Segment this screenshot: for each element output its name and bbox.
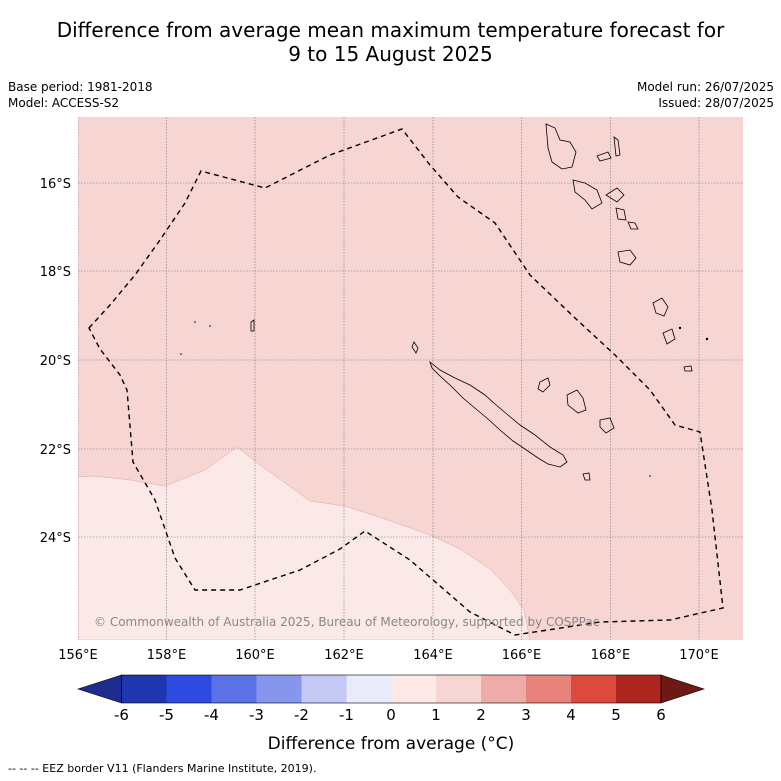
lon-label-170: 170°E (679, 648, 719, 663)
eez-legend: -- -- -- EEZ border V11 (Flanders Marine… (8, 762, 317, 775)
colorbar (77, 674, 705, 704)
colorbar-tick: -6 (114, 706, 129, 724)
model-run: Model run: 26/07/2025 (636, 80, 774, 94)
base-period: Base period: 1981-2018 (8, 80, 153, 94)
colorbar-bin (526, 675, 571, 703)
colorbar-tick: 0 (386, 706, 396, 724)
lat-label-24s: 24°S (40, 531, 71, 546)
vanuatu-malekula (572, 179, 603, 210)
colorbar-extend-low (77, 674, 122, 704)
belep-islands (411, 341, 419, 354)
colorbar-bin (436, 675, 481, 703)
loyalty-island-ouvea (537, 377, 551, 393)
islet-4 (678, 326, 682, 330)
lat-label-22s: 22°S (40, 443, 71, 458)
colorbar-bin (571, 675, 616, 703)
vanuatu-maewo (613, 136, 621, 157)
colorbar-bin (166, 675, 212, 703)
vanuatu-ambae (596, 151, 612, 162)
islet-2 (209, 325, 211, 327)
colorbar-tick: 5 (611, 706, 621, 724)
lon-label-156: 156°E (58, 648, 98, 663)
eez-border (88, 128, 724, 636)
colorbar-tick: -5 (159, 706, 174, 724)
colorbar-bin (301, 675, 347, 703)
colorbar-tick: 1 (431, 706, 441, 724)
title-line-2: 9 to 15 August 2025 (288, 42, 493, 66)
lon-tick-labels: 156°E 158°E 160°E 162°E 164°E 166°E 168°… (58, 648, 719, 663)
lat-label-20s: 20°S (40, 354, 71, 369)
colorbar-tick: -2 (294, 706, 309, 724)
loyalty-island-lifou (566, 389, 587, 414)
vanuatu-tanna (652, 297, 669, 317)
lon-label-168: 168°E (591, 648, 631, 663)
colorbar-tick: 2 (476, 706, 486, 724)
colorbar-tick: -3 (249, 706, 264, 724)
copyright-text: © Commonwealth of Australia 2025, Bureau… (94, 615, 599, 629)
colorbar-bin (211, 675, 257, 703)
vanuatu-erromango (617, 249, 637, 266)
lon-label-158: 158°E (147, 648, 187, 663)
colorbar-label: Difference from average (°C) (268, 734, 515, 754)
map-title: Difference from average mean maximum tem… (0, 18, 781, 66)
islet-1 (194, 321, 196, 323)
colorbar-tick: 4 (566, 706, 576, 724)
lon-label-162: 162°E (324, 648, 364, 663)
lat-label-18s: 18°S (40, 265, 71, 280)
vanuatu-aneityum (662, 328, 676, 345)
lon-label-160: 160°E (235, 648, 275, 663)
islet-5 (705, 337, 709, 341)
loyalty-island-mare (599, 417, 615, 434)
title-line-1: Difference from average mean maximum tem… (56, 18, 725, 42)
chesterfield-islet (250, 319, 255, 332)
graticule (78, 117, 743, 640)
colorbar-bin (616, 675, 661, 703)
colorbar-bin (121, 675, 167, 703)
colorbar-tick: 6 (656, 706, 666, 724)
new-caledonia (429, 360, 568, 468)
colorbar-tick: 3 (521, 706, 531, 724)
issued-date: Issued: 28/07/2025 (658, 96, 774, 110)
vanuatu-espiritu-santo (545, 123, 577, 170)
islet-6 (649, 475, 651, 477)
colorbar-extend-high (660, 674, 705, 704)
meta-right: Model run: 26/07/2025 Issued: 28/07/2025 (637, 79, 774, 111)
colorbar-tick: -1 (339, 706, 354, 724)
colorbar-tick-labels: -6 -5 -4 -3 -2 -1 0 1 2 3 4 5 6 (114, 706, 666, 724)
matthew-island (683, 365, 693, 372)
islet-3 (180, 353, 182, 355)
vanuatu-pentecost (605, 187, 625, 203)
anomaly-neg1-0-region (78, 446, 531, 640)
colorbar-bin (391, 675, 436, 703)
vanuatu-efate (627, 221, 639, 230)
meta-left: Base period: 1981-2018 Model: ACCESS-S2 (8, 79, 153, 111)
map-area: © Commonwealth of Australia 2025, Bureau… (78, 117, 743, 640)
colorbar-bin (346, 675, 391, 703)
colorbar-tick: -4 (204, 706, 219, 724)
colorbar-bin (481, 675, 526, 703)
model-name: Model: ACCESS-S2 (8, 96, 120, 110)
lat-tick-labels: 16°S 18°S 20°S 22°S 24°S (40, 177, 71, 546)
colorbar-frame (121, 674, 662, 704)
lon-label-166: 166°E (502, 648, 542, 663)
vanuatu-epi (615, 207, 627, 221)
isle-of-pines (582, 472, 591, 481)
colorbar-bin (256, 675, 302, 703)
lat-label-16s: 16°S (40, 177, 71, 192)
lon-label-164: 164°E (413, 648, 453, 663)
